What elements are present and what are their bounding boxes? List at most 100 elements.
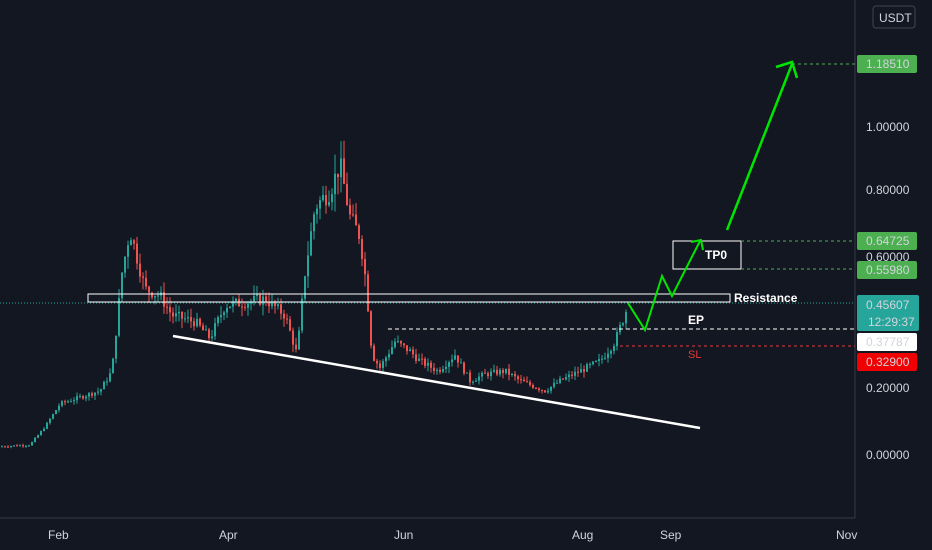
support-trendline[interactable] [172, 334, 701, 430]
candle-body [523, 379, 525, 382]
candle-body [403, 343, 405, 346]
candle-body [127, 245, 129, 257]
candle-body [157, 295, 159, 297]
candle-body [31, 442, 33, 446]
candle-body [592, 361, 594, 365]
candle-body [241, 306, 243, 308]
candle-body [178, 311, 180, 314]
candle-body [100, 389, 102, 392]
candle-body [196, 318, 198, 327]
candle-body [436, 369, 438, 372]
candle-body [526, 381, 528, 383]
candle-body [193, 321, 195, 327]
candle-body [586, 364, 588, 372]
candle-body [10, 446, 12, 448]
candle-body [220, 315, 222, 318]
candle-body [214, 323, 216, 337]
candle-body [142, 276, 144, 278]
candle-body [133, 240, 135, 244]
candle-body [550, 386, 552, 391]
candle-body [499, 369, 501, 375]
resistance-zone[interactable] [87, 293, 731, 303]
currency-badge[interactable] [872, 5, 916, 29]
candle-body [34, 437, 36, 443]
candle-body [175, 313, 177, 317]
candle-body [253, 295, 255, 302]
candle-body [460, 362, 462, 364]
currency-badge-text: USDT [879, 11, 912, 25]
candle-body [454, 355, 456, 360]
candle-body [607, 353, 609, 358]
candle-body [334, 173, 336, 195]
candle-body [181, 311, 183, 319]
candle-body [25, 445, 27, 447]
candle-body [256, 294, 258, 296]
candle-body [598, 359, 600, 361]
candle-body [517, 376, 519, 380]
candle-body [532, 384, 534, 388]
target-price-tag [857, 55, 917, 73]
candle-body [58, 405, 60, 411]
candle-body [601, 358, 603, 360]
candle-body [382, 361, 384, 368]
candle-body [265, 296, 267, 303]
candle-body [187, 317, 189, 319]
candle-body [73, 400, 75, 402]
candle-body [115, 335, 117, 359]
candle-body [316, 208, 318, 215]
candle-body [328, 202, 330, 206]
candle-body [433, 367, 435, 372]
candle-body [88, 393, 90, 397]
candle-body [610, 350, 612, 354]
candle-body [511, 373, 513, 375]
candle-body [268, 302, 270, 307]
tp-upper-price-tag [857, 232, 917, 250]
candle-body [103, 381, 105, 390]
candle-body [367, 274, 369, 312]
candle-body [481, 372, 483, 377]
candle-body [472, 381, 474, 383]
candle-body [292, 330, 294, 345]
candle-body [298, 330, 300, 350]
candle-body [556, 382, 558, 384]
candle-body [445, 366, 447, 370]
candle-body [163, 292, 165, 307]
candle-body [448, 362, 450, 367]
candle-body [271, 301, 273, 307]
projection-path[interactable] [627, 240, 701, 333]
candle-body [244, 307, 246, 309]
candle-body [319, 200, 321, 209]
candle-body [70, 401, 72, 403]
arrow-head-icon [775, 60, 799, 79]
x-tick-sep: Sep [660, 528, 682, 542]
candle-body [166, 306, 168, 308]
entry-price-text: 0.37787 [866, 335, 910, 349]
candle-body [259, 294, 261, 305]
candle-body [121, 272, 123, 299]
x-tick-aug: Aug [572, 528, 593, 542]
candlestick-series [1, 140, 627, 449]
candle-body [388, 353, 390, 358]
tp-box[interactable] [672, 240, 742, 270]
candle-body [589, 364, 591, 366]
candle-body [364, 258, 366, 275]
candle-body [229, 306, 231, 309]
candle-body [274, 301, 276, 307]
candle-body [238, 298, 240, 307]
candle-body [439, 369, 441, 372]
candle-body [508, 368, 510, 375]
candle-body [337, 173, 339, 178]
candle-body [325, 194, 327, 206]
countdown-text: 12:29:37 [868, 315, 915, 329]
candle-body [109, 373, 111, 382]
candle-body [16, 445, 18, 447]
candle-body [415, 354, 417, 361]
candle-body [502, 369, 504, 373]
candle-body [46, 422, 48, 429]
projection-arrow-line[interactable] [725, 63, 794, 231]
candle-body [64, 401, 66, 403]
candle-body [547, 390, 549, 393]
candle-body [124, 256, 126, 273]
candle-body [358, 225, 360, 240]
